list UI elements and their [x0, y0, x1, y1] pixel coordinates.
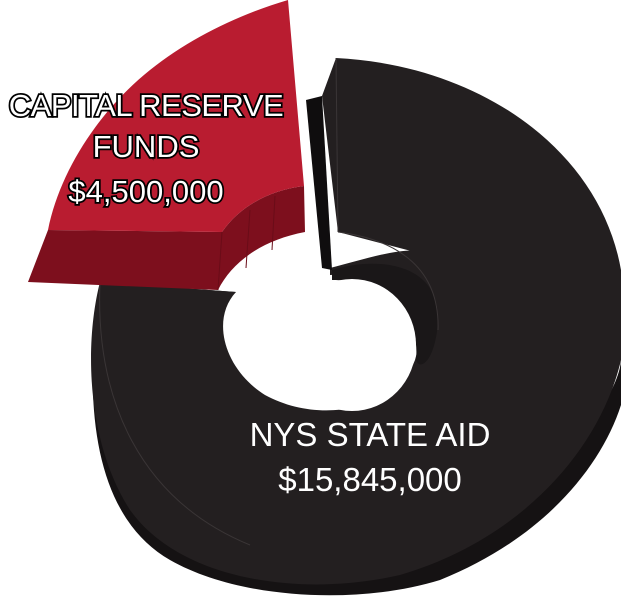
label-nys-state-aid-line1: NYS STATE AID [250, 416, 491, 453]
slice-nys-state-aid [91, 57, 621, 596]
slice-capital-reserve-side [28, 186, 305, 290]
slice-capital-reserve-ridge-3 [271, 195, 276, 251]
label-capital-reserve-value: $4,500,000 [68, 174, 223, 209]
slice-capital-reserve-face [48, 0, 304, 232]
label-nys-state-aid: NYS STATE AID $15,845,000 [250, 416, 491, 498]
slice-nys-state-aid-edge [335, 57, 339, 233]
slice-capital-reserve-ridge [217, 231, 223, 291]
label-capital-reserve-line1: CAPITAL RESERVE [9, 88, 283, 123]
slice-nys-state-aid-hole-wall [332, 263, 439, 365]
slice-nys-state-aid-edge-3 [99, 281, 251, 546]
slice-capital-reserve [28, 0, 305, 291]
slice-nys-state-aid-notch [306, 96, 332, 270]
label-nys-state-aid-value: $15,845,000 [278, 461, 462, 498]
slice-nys-state-aid-face [91, 58, 621, 585]
donut-hole [288, 279, 416, 411]
slice-nys-state-aid-edge-2 [337, 231, 439, 331]
label-capital-reserve-line2: FUNDS [93, 129, 200, 164]
slice-capital-reserve-ridge-2 [245, 209, 251, 269]
label-capital-reserve: CAPITAL RESERVE FUNDS $4,500,000 [7, 86, 285, 211]
